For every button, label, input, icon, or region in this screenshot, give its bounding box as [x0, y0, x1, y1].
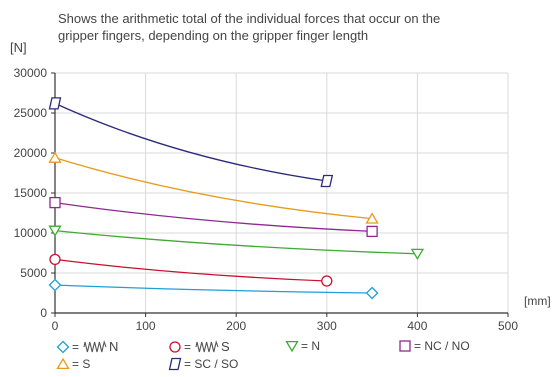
legend-marker-triangle-down-icon: [285, 340, 299, 353]
y-tick-label: 20000: [14, 146, 48, 160]
axis-labels: 0 5000 10000 15000 20000 25000 30000 0 100 200 300…: [10, 40, 551, 333]
series-line-4: [54, 157, 373, 220]
legend-label: N: [109, 339, 119, 354]
axes: [51, 72, 509, 317]
y-tick-label: 10000: [14, 226, 48, 240]
data-point-3-1: [366, 225, 378, 238]
legend-marker-diamond-icon: [56, 340, 70, 353]
chart-description: Shows the arithmetic total of the indivi…: [58, 10, 538, 44]
description-line-1: Shows the arithmetic total of the indivi…: [58, 11, 441, 26]
x-tick-label: 400: [407, 319, 427, 333]
legend-item-5: = SC / SO: [168, 357, 238, 371]
series-line-1: [54, 258, 327, 282]
y-tick-label: 5000: [20, 266, 47, 280]
series-group: [54, 102, 418, 294]
y-tick-label: 30000: [14, 66, 48, 80]
legend-label: = NC / NO: [414, 339, 470, 353]
legend-label: S: [221, 339, 230, 354]
legend-prefix: =: [184, 339, 192, 354]
data-point-1-0: [49, 253, 61, 266]
y-tick-label: 25000: [14, 106, 48, 120]
series-line-0: [54, 284, 373, 294]
data-point-3-0: [49, 196, 61, 209]
legend-label: = N: [301, 339, 321, 353]
data-point-0-1: [365, 286, 379, 300]
y-tick-label: 0: [40, 306, 47, 320]
data-point-1-1: [321, 275, 333, 287]
legend-marker-parallelogram-icon: [168, 357, 182, 371]
x-tick-label: 500: [498, 319, 518, 333]
data-point-2-1: [410, 248, 425, 261]
series-line-2: [54, 229, 418, 255]
description-line-2: gripper fingers, depending on the grippe…: [58, 28, 369, 43]
x-tick-label: 200: [226, 319, 246, 333]
spring-icon: [195, 339, 219, 352]
series-line-3: [54, 201, 373, 233]
legend-item-1: = S: [168, 339, 230, 354]
legend-marker-triangle-up-icon: [56, 357, 70, 370]
legend-prefix: =: [72, 339, 80, 354]
data-point-2-0: [48, 225, 62, 237]
legend-label: = S: [72, 357, 91, 371]
x-tick-label: 300: [317, 319, 337, 333]
data-point-5-0: [48, 97, 62, 110]
legend-marker-circle-icon: [169, 340, 181, 353]
x-tick-label: 0: [52, 319, 59, 333]
x-tick-label: 100: [136, 319, 156, 333]
legend-marker-square-icon: [399, 340, 411, 352]
legend-item-2: = N: [285, 339, 320, 353]
markers-group: [48, 97, 425, 300]
series-line-5: [54, 102, 327, 182]
grid: [55, 72, 509, 313]
y-tick-label: 15000: [14, 186, 48, 200]
spring-icon: [83, 339, 107, 352]
legend-item-3: = NC / NO: [398, 339, 470, 353]
data-point-0-0: [48, 278, 62, 292]
data-point-5-1: [320, 174, 334, 188]
x-axis-label: [mm]: [524, 294, 551, 308]
legend-item-0: = N: [56, 339, 118, 354]
legend-label: = SC / SO: [184, 357, 239, 371]
data-point-4-0: [48, 151, 62, 163]
data-point-4-1: [365, 212, 379, 224]
legend-item-4: = S: [56, 357, 90, 371]
y-axis-label: [N]: [10, 40, 27, 55]
